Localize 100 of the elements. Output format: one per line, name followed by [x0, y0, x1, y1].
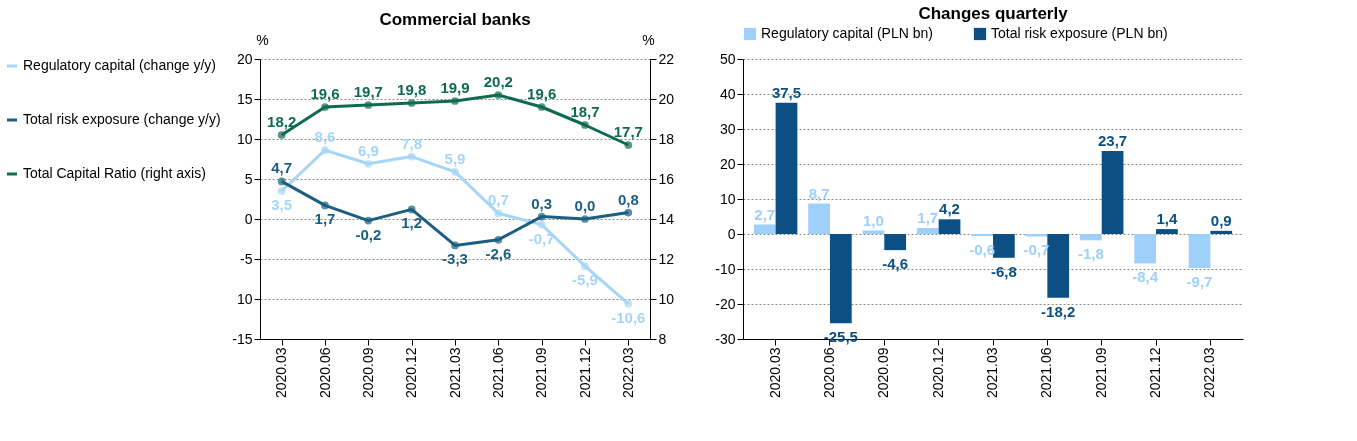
data-label: 17,7 [613, 123, 643, 140]
x-tick-label: 2020.03 [766, 347, 783, 399]
data-label: 19,9 [440, 79, 470, 96]
y-tick-label: 0 [244, 210, 253, 227]
y-tick-label: -5 [240, 250, 253, 267]
data-label: -6,8 [990, 262, 1017, 280]
y-tick-label: 10 [719, 190, 736, 207]
point [537, 220, 546, 229]
point [407, 99, 416, 107]
legend-label: Regulatory capital (change y/y) [23, 57, 216, 73]
bar [753, 224, 776, 234]
x-tick-label: 2022.03 [1201, 347, 1218, 399]
data-label: 0,9 [1210, 211, 1232, 229]
data-label: -9,7 [1186, 272, 1213, 290]
x-tick-label: 2020.09 [875, 347, 892, 399]
point [277, 187, 286, 195]
y-tick-label: 0 [727, 225, 736, 242]
legend-label: Regulatory capital (PLN bn) [761, 25, 933, 41]
x-tick-label: 2022.03 [619, 347, 636, 399]
y-tick-label: -15 [232, 330, 253, 347]
x-tick-label: 2021.09 [533, 347, 550, 399]
y2-tick-label: 12 [658, 250, 675, 267]
x-tick-label: 2021.03 [446, 347, 463, 399]
data-label: 2,7 [754, 205, 776, 223]
data-label: 18,2 [267, 113, 297, 130]
bar [1101, 151, 1124, 234]
data-label: 20,2 [483, 73, 513, 90]
bar [829, 234, 852, 324]
data-label: 7,8 [401, 134, 423, 152]
data-label: 1,7 [917, 209, 939, 227]
point [581, 121, 589, 129]
bar [1079, 234, 1102, 241]
y-tick-label: -30 [715, 330, 736, 347]
point [451, 167, 459, 176]
bar [1047, 234, 1070, 298]
data-label: 1,0 [863, 211, 884, 229]
bar [884, 234, 907, 251]
x-tick-label: 2021.03 [984, 347, 1000, 399]
y-tick-label: 5 [244, 170, 253, 187]
y2-tick-label: 10 [658, 290, 675, 307]
data-label: -18,2 [1041, 302, 1076, 320]
data-label: 19,8 [397, 81, 427, 98]
point [494, 209, 503, 218]
point [364, 216, 373, 225]
point [321, 146, 329, 155]
point [407, 205, 416, 214]
bar [916, 228, 939, 234]
data-label: 19,7 [353, 83, 383, 100]
y2-tick-label: 22 [658, 50, 675, 67]
y2-tick-label: 20 [658, 90, 675, 107]
data-label: 1,7 [314, 210, 336, 228]
x-tick-label: 2020.12 [929, 347, 946, 399]
bar [1210, 230, 1233, 234]
point [321, 103, 329, 111]
y2-axis-title: % [642, 31, 655, 48]
data-label: -3,3 [442, 250, 468, 268]
point [321, 201, 329, 210]
y-tick-label: 40 [719, 85, 736, 102]
x-tick-label: 2020.12 [403, 347, 420, 399]
y-tick-label: 30 [719, 120, 736, 137]
x-tick-label: 2021.09 [1092, 347, 1109, 399]
data-label: 0,7 [487, 191, 509, 209]
y2-tick-label: 14 [658, 210, 675, 227]
data-label: -1,8 [1077, 245, 1104, 263]
x-tick-label: 2020.06 [316, 347, 333, 399]
y-tick-label: 20 [236, 50, 253, 67]
point [581, 262, 589, 271]
data-label: 19,6 [310, 85, 340, 102]
y2-tick-label: 8 [658, 330, 667, 347]
bar [1134, 234, 1157, 264]
y-tick-label: 10 [236, 290, 253, 307]
point [364, 159, 373, 168]
y-tick-label: -10 [715, 260, 736, 277]
data-label: 8,6 [314, 128, 336, 146]
data-label: -10,6 [611, 308, 646, 326]
x-tick-label: 2021.06 [489, 347, 506, 399]
legend-label: Total Capital Ratio (right axis) [23, 165, 206, 181]
y-tick-label: 50 [719, 50, 736, 67]
data-label: -5,9 [572, 271, 598, 289]
y2-tick-label: 18 [658, 130, 675, 147]
data-label: 8,7 [808, 184, 830, 202]
bar [1188, 234, 1211, 268]
point [451, 241, 459, 250]
data-label: 23,7 [1097, 132, 1128, 150]
point [277, 177, 286, 186]
y-axis-title: % [256, 31, 269, 48]
data-label: 5,9 [444, 149, 466, 167]
legend-label: Total risk exposure (PLN bn) [991, 25, 1168, 41]
data-label: -8,4 [1132, 268, 1159, 286]
point [624, 141, 633, 149]
data-label: 6,9 [357, 141, 379, 159]
data-label: 19,6 [527, 85, 557, 102]
x-tick-label: 2021.06 [1038, 347, 1055, 399]
data-label: -0,2 [355, 225, 382, 243]
data-label: 1,2 [401, 214, 423, 232]
point [624, 299, 633, 308]
bar [808, 203, 830, 234]
y-tick-label: -20 [715, 295, 736, 312]
data-label: 4,7 [271, 159, 293, 177]
y-tick-label: 20 [719, 155, 736, 172]
